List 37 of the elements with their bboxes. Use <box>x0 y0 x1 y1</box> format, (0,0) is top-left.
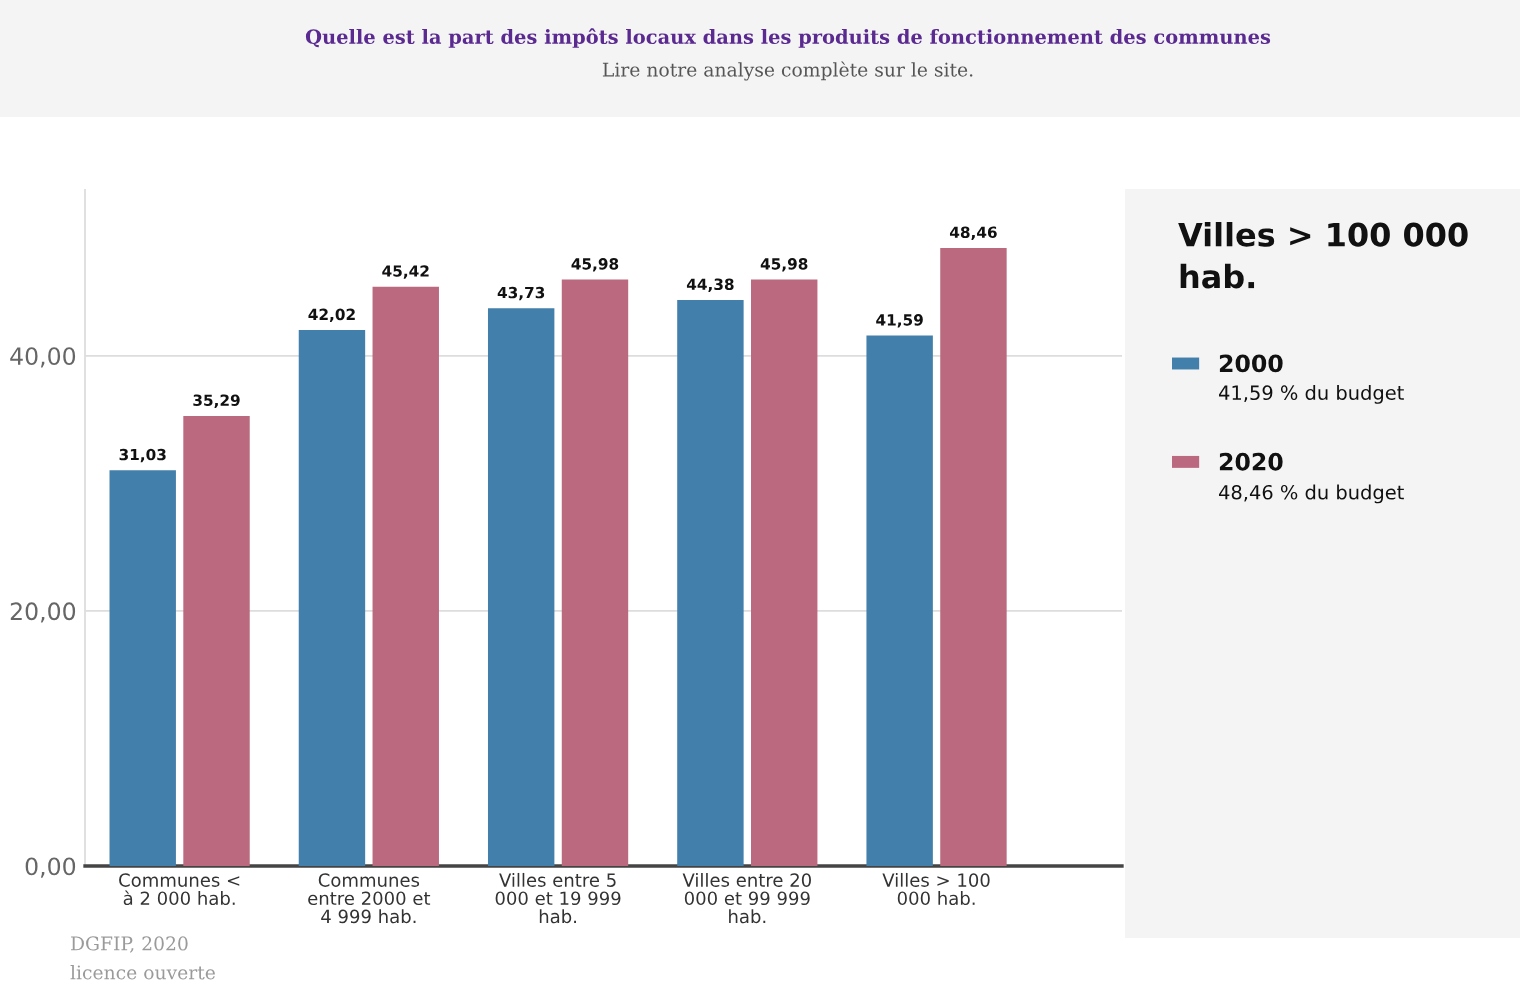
legend-label: 2020 <box>1219 452 1283 471</box>
x-tick-label: Communes < à 2 000 hab. <box>119 873 240 906</box>
data-label: 44,38 <box>686 278 734 292</box>
x-tick-label: Communes entre 2000 et 4 999 hab. <box>308 873 431 924</box>
data-label: 42,02 <box>308 308 355 323</box>
bar <box>183 415 250 866</box>
bar <box>372 286 439 866</box>
legend-label: 2000 <box>1219 354 1283 373</box>
bar <box>109 470 176 866</box>
bar <box>677 299 744 866</box>
x-tick-label: Villes entre 5 000 et 19 999 hab. <box>495 872 621 924</box>
y-tick-label: 20,00 <box>10 602 76 623</box>
bar <box>866 335 933 866</box>
data-label: 43,73 <box>497 286 545 301</box>
chart-title: Quelle est la part des impôts locaux dans les produits de fonctionnement des communes <box>305 28 1271 48</box>
data-label: 35,29 <box>193 394 240 408</box>
data-label: 45,98 <box>760 258 808 272</box>
data-label: 31,03 <box>119 448 166 463</box>
bar <box>561 279 629 866</box>
text: licence ouverte <box>70 965 215 980</box>
bar <box>751 279 818 866</box>
text: 48,46 % du budget <box>1218 484 1404 504</box>
chart-subtitle: Lire notre analyse complète sur le site. <box>602 61 973 81</box>
x-tick-label: Villes > 100 000 hab. <box>882 872 990 906</box>
text: 41,59 % du budget <box>1218 385 1404 404</box>
legend-title: Villes > 100 000 hab. <box>1178 222 1468 289</box>
bar <box>487 308 555 866</box>
y-tick-label: 0,00 <box>25 857 76 878</box>
bar <box>298 330 366 866</box>
text: DGFIP, 2020 <box>71 936 188 953</box>
bar <box>940 247 1007 866</box>
data-label: 41,59 <box>876 314 923 328</box>
data-label: 45,98 <box>571 258 619 272</box>
data-label: 45,42 <box>382 265 429 279</box>
x-tick-label: Villes entre 20 000 et 99 999 hab. <box>682 872 811 924</box>
data-label: 48,46 <box>949 226 997 240</box>
y-tick-label: 40,00 <box>10 347 76 368</box>
